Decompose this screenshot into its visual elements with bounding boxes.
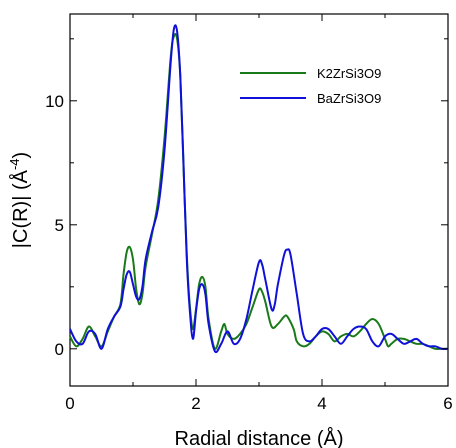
x-tick-label: 4 — [317, 394, 326, 413]
legend-label-k2zrsi3o9: K2ZrSi3O9 — [317, 66, 381, 81]
x-tick-label: 2 — [191, 394, 200, 413]
y-tick-label: 0 — [55, 340, 64, 359]
legend-label-bazrsi3o9: BaZrSi3O9 — [317, 91, 381, 106]
tick-layer: 0 2 4 6 0 5 10 — [45, 14, 453, 413]
series-layer — [69, 24, 449, 354]
y-axis-label: |C(R)| (Å-4) — [7, 152, 32, 248]
x-tick-label: 6 — [443, 394, 452, 413]
series-line-bazrsi3o9 — [69, 24, 449, 354]
y-axis-label-exponent: -4 — [7, 158, 22, 170]
series-line-k2zrsi3o9 — [69, 32, 448, 350]
x-tick-label: 0 — [65, 394, 74, 413]
plot-frame — [69, 13, 449, 387]
y-tick-label: 10 — [45, 92, 64, 111]
y-tick-label: 5 — [55, 216, 64, 235]
legend: K2ZrSi3O9 BaZrSi3O9 — [240, 66, 381, 106]
x-axis-label: Radial distance (Å) — [175, 427, 344, 448]
